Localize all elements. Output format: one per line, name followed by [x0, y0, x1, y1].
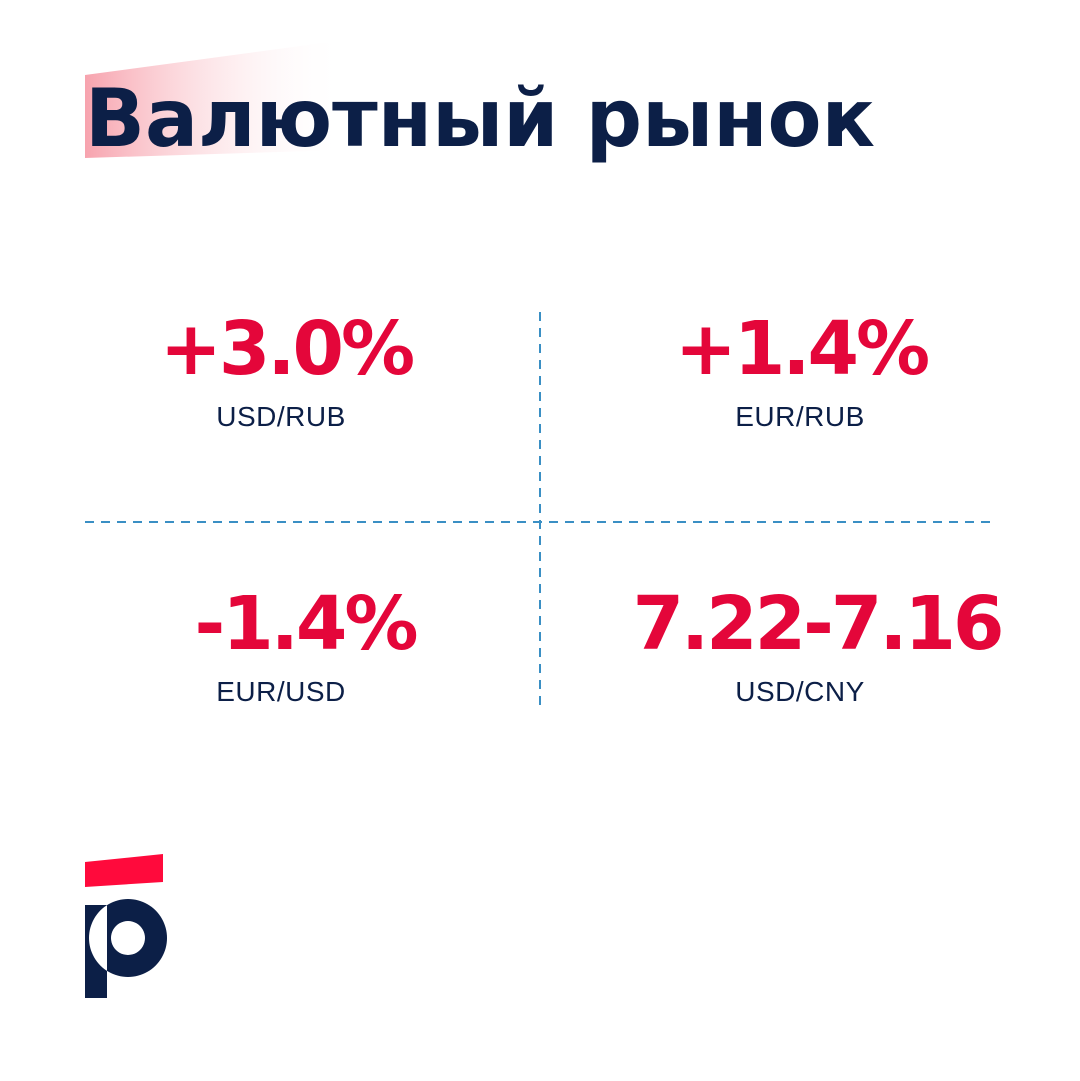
- title: Валютный рынок: [85, 72, 875, 165]
- cell-label: EUR/USD: [216, 676, 346, 707]
- cell-label: USD/RUB: [216, 401, 346, 432]
- cell-label: EUR/RUB: [735, 401, 865, 432]
- cells: +3.0% USD/RUB +1.4% EUR/RUB -1.4% EUR/USD 7.22…: [160, 306, 1005, 707]
- cell-label: USD/CNY: [735, 676, 865, 707]
- logo-bar: [85, 854, 163, 887]
- cell-value: +3.0%: [160, 306, 413, 392]
- cell-value: +1.4%: [675, 306, 928, 392]
- logo-letter: [85, 899, 168, 998]
- cell-value: 7.22-7.16: [633, 581, 1002, 667]
- cell-value: -1.4%: [195, 581, 417, 667]
- title-highlight: [85, 40, 345, 158]
